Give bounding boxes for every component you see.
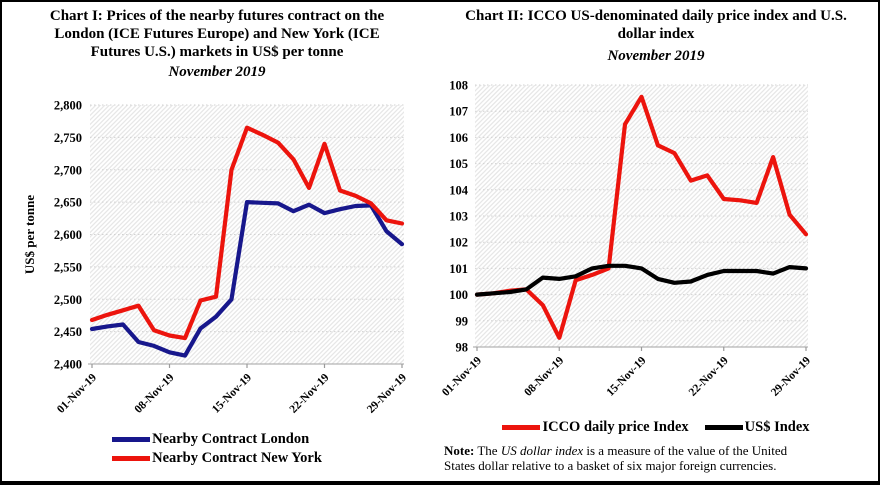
- svg-text:2,650: 2,650: [54, 196, 82, 210]
- chart-1-subtitle: November 2019: [168, 64, 266, 80]
- chart-1-title-line-1: Chart I: Prices of the nearby futures co…: [49, 8, 385, 24]
- svg-text:105: 105: [449, 157, 468, 171]
- legend-item-newyork: Nearby Contract New York: [112, 450, 322, 467]
- svg-text:2,550: 2,550: [54, 260, 82, 274]
- svg-text:15-Nov-19: 15-Nov-19: [604, 354, 648, 398]
- chart-1-title-line-2: London (ICE Futures Europe) and New York…: [54, 26, 380, 42]
- svg-text:102: 102: [449, 236, 468, 250]
- svg-text:99: 99: [456, 314, 469, 328]
- note-text: Note: The US dollar index is a measure o…: [444, 443, 844, 473]
- legend-label-london: Nearby Contract London: [152, 431, 310, 447]
- svg-text:2,800: 2,800: [54, 99, 82, 113]
- legend-label-icco: ICCO daily price Index: [542, 419, 689, 435]
- chart-1-canvas: 2,800 2,750 2,700 2,650 2,600 2,550 2,500 2,450…: [22, 99, 409, 416]
- newyork-line-swatch-icon: [112, 456, 151, 461]
- chart-1-title-block: Chart I: Prices of the nearby futures co…: [10, 7, 424, 81]
- chart-2-title-line-2: dollar index: [617, 26, 695, 42]
- svg-text:22-Nov-19: 22-Nov-19: [287, 371, 331, 415]
- london-line-swatch-icon: [112, 437, 151, 442]
- chart-1-legend: Nearby Contract London Nearby Contract N…: [10, 429, 424, 469]
- chart-2-canvas: 108 107 106 105 104 103 102 101 100 99 9801-Nov-19…: [440, 79, 813, 399]
- legend-item-usd: US$ Index: [704, 419, 810, 436]
- svg-text:103: 103: [449, 210, 468, 224]
- chart-2-title-block: Chart II: ICCO US-denominated daily pric…: [436, 7, 876, 65]
- svg-text:2,400: 2,400: [54, 358, 82, 372]
- note-line-1: Note: The US dollar index is a measure o…: [444, 443, 788, 458]
- svg-text:2,500: 2,500: [54, 293, 82, 307]
- svg-text:08-Nov-19: 08-Nov-19: [522, 354, 566, 398]
- note-line-2: States dollar relative to a basket of si…: [444, 458, 777, 473]
- svg-text:98: 98: [456, 341, 469, 355]
- svg-text:US$ per tonne: US$ per tonne: [22, 195, 37, 274]
- chart-2-subtitle: November 2019: [607, 48, 705, 64]
- legend-label-usd: US$ Index: [744, 419, 810, 435]
- svg-text:01-Nov-19: 01-Nov-19: [55, 371, 99, 415]
- icco-line-swatch-icon: [502, 425, 541, 430]
- chart-2-legend: ICCO daily price Index US$ Index: [436, 419, 876, 436]
- chart-2-title-line-1: Chart II: ICCO US-denominated daily pric…: [465, 8, 847, 24]
- svg-text:08-Nov-19: 08-Nov-19: [132, 371, 176, 415]
- svg-text:29-Nov-19: 29-Nov-19: [365, 371, 409, 415]
- legend-label-newyork: Nearby Contract New York: [152, 450, 322, 466]
- svg-text:2,600: 2,600: [54, 228, 82, 242]
- svg-text:108: 108: [449, 79, 468, 93]
- svg-text:107: 107: [449, 105, 468, 119]
- chart-1-title-line-3: Futures U.S.) markets in US$ per tonne: [90, 44, 344, 60]
- svg-text:01-Nov-19: 01-Nov-19: [440, 354, 484, 398]
- svg-text:104: 104: [449, 183, 469, 197]
- svg-text:15-Nov-19: 15-Nov-19: [210, 371, 254, 415]
- svg-text:2,750: 2,750: [54, 131, 82, 145]
- usd-line-swatch-icon: [704, 425, 743, 430]
- svg-text:29-Nov-19: 29-Nov-19: [769, 354, 813, 398]
- svg-text:106: 106: [449, 131, 468, 145]
- svg-text:2,450: 2,450: [54, 325, 82, 339]
- legend-item-london: Nearby Contract London: [112, 431, 322, 448]
- svg-text:100: 100: [449, 288, 468, 302]
- legend-item-icco: ICCO daily price Index: [502, 419, 689, 436]
- svg-text:101: 101: [449, 262, 468, 276]
- svg-text:22-Nov-19: 22-Nov-19: [687, 354, 731, 398]
- svg-text:2,700: 2,700: [54, 163, 82, 177]
